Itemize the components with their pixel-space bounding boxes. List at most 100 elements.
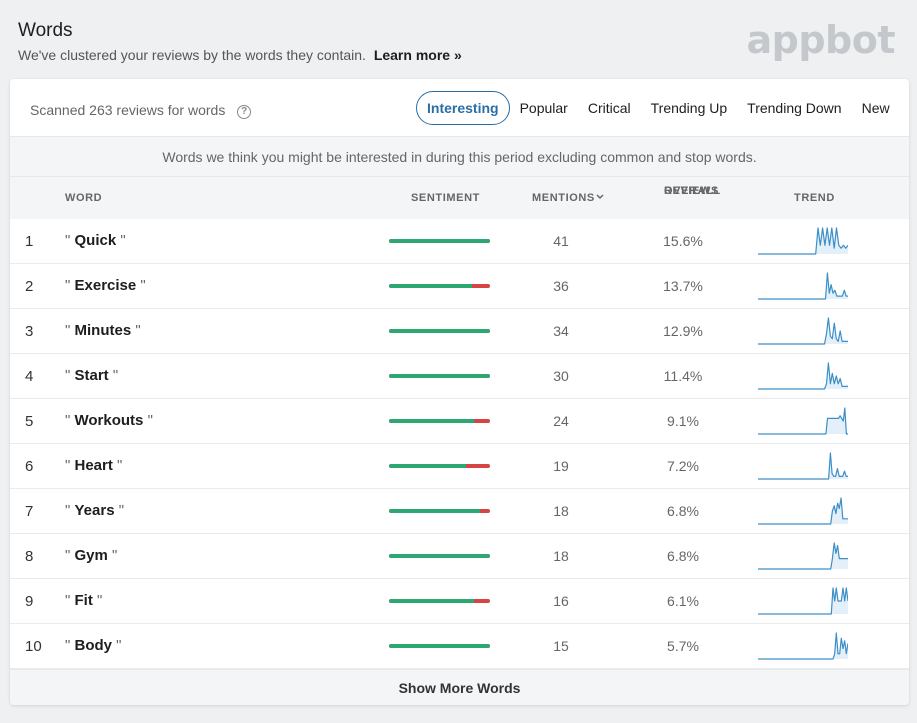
row-overall-reviews: 6.8% xyxy=(667,548,699,564)
row-word[interactable]: " Heart " xyxy=(65,457,122,474)
row-word-text: Workouts xyxy=(74,412,144,429)
words-card: Scanned 263 reviews for words ? Interest… xyxy=(10,79,909,705)
row-mentions: 18 xyxy=(553,548,569,564)
learn-more-link[interactable]: Learn more » xyxy=(373,47,462,63)
quote-open: " xyxy=(65,322,75,339)
quote-close: " xyxy=(108,367,119,384)
row-word[interactable]: " Years " xyxy=(65,502,124,519)
row-word-text: Exercise xyxy=(74,277,137,294)
row-rank: 9 xyxy=(25,593,34,610)
row-word[interactable]: " Minutes " xyxy=(65,322,141,339)
sparkline-line xyxy=(758,317,848,345)
row-overall-reviews: 9.1% xyxy=(667,413,699,429)
quote-open: " xyxy=(65,592,75,609)
table-row[interactable]: 8 " Gym " 18 6.8% xyxy=(10,534,909,579)
table-row[interactable]: 2 " Exercise " 36 13.7% xyxy=(10,264,909,309)
row-word-text: Start xyxy=(74,367,109,384)
row-word[interactable]: " Workouts " xyxy=(65,412,153,429)
row-word[interactable]: " Quick " xyxy=(65,232,126,249)
column-overall-line2: REVIEWS xyxy=(664,185,719,197)
sentiment-positive-fill xyxy=(389,554,490,558)
quote-open: " xyxy=(65,232,75,249)
quote-open: " xyxy=(65,367,75,384)
sparkline-line xyxy=(758,587,849,615)
quote-close: " xyxy=(112,457,123,474)
row-mentions: 36 xyxy=(553,278,569,294)
quote-close: " xyxy=(131,322,141,339)
trend-sparkline xyxy=(758,584,849,621)
trend-sparkline xyxy=(758,314,848,351)
chevron-down-icon xyxy=(596,194,604,200)
sentiment-positive-fill xyxy=(389,464,466,468)
trend-sparkline xyxy=(758,539,848,576)
table-row[interactable]: 3 " Minutes " 34 12.9% xyxy=(10,309,909,354)
row-word[interactable]: " Gym " xyxy=(65,547,117,564)
table-row[interactable]: 5 " Workouts " 24 9.1% xyxy=(10,399,909,444)
quote-close: " xyxy=(116,232,126,249)
row-word-text: Heart xyxy=(74,457,113,474)
card-toolbar: Scanned 263 reviews for words ? Interest… xyxy=(10,79,909,137)
sentiment-positive-fill xyxy=(389,329,490,333)
sentiment-bar xyxy=(389,374,490,378)
row-word[interactable]: " Body " xyxy=(65,637,122,654)
row-word-text: Fit xyxy=(74,592,93,609)
sentiment-bar xyxy=(389,419,490,423)
sparkline-area xyxy=(825,408,848,434)
quote-open: " xyxy=(65,637,75,654)
tab-critical[interactable]: Critical xyxy=(587,100,631,116)
column-trend: TREND xyxy=(794,192,835,204)
row-rank: 1 xyxy=(25,233,34,250)
row-mentions: 30 xyxy=(553,368,569,384)
table-row[interactable]: 4 " Start " 30 11.4% xyxy=(10,354,909,399)
row-overall-reviews: 15.6% xyxy=(663,233,703,249)
sparkline-area xyxy=(830,498,848,524)
quote-close: " xyxy=(143,412,153,429)
sparkline-line xyxy=(758,632,849,660)
table-header: WORD SENTIMENT MENTIONS OVERALL REVIEWS … xyxy=(10,177,909,219)
table-row[interactable]: 9 " Fit " 16 6.1% xyxy=(10,579,909,624)
tab-interesting[interactable]: Interesting xyxy=(416,91,510,125)
table-row[interactable]: 1 " Quick " 41 15.6% xyxy=(10,219,909,264)
row-word-text: Minutes xyxy=(74,322,132,339)
quote-open: " xyxy=(65,457,75,474)
tab-trending-up[interactable]: Trending Up xyxy=(650,100,728,116)
quote-open: " xyxy=(65,412,75,429)
tab-popular[interactable]: Popular xyxy=(519,100,568,116)
trend-sparkline xyxy=(758,269,848,306)
sparkline-line xyxy=(758,272,848,300)
tab-new[interactable]: New xyxy=(861,100,890,116)
trend-sparkline xyxy=(758,629,849,666)
row-overall-reviews: 5.7% xyxy=(667,638,699,654)
row-rank: 10 xyxy=(25,638,42,655)
page-header: Words We've clustered your reviews by th… xyxy=(18,20,462,63)
column-mentions[interactable]: MENTIONS xyxy=(532,192,604,204)
row-overall-reviews: 6.1% xyxy=(667,593,699,609)
row-overall-reviews: 7.2% xyxy=(667,458,699,474)
quote-close: " xyxy=(136,277,146,294)
help-icon[interactable]: ? xyxy=(237,105,252,119)
table-row[interactable]: 7 " Years " 18 6.8% xyxy=(10,489,909,534)
table-row[interactable]: 6 " Heart " 19 7.2% xyxy=(10,444,909,489)
appbot-logo: appbot xyxy=(746,18,895,62)
row-word[interactable]: " Exercise " xyxy=(65,277,146,294)
tab-trending-down[interactable]: Trending Down xyxy=(747,100,842,116)
quote-open: " xyxy=(65,547,75,564)
row-word[interactable]: " Start " xyxy=(65,367,118,384)
show-more-button[interactable]: Show More Words xyxy=(10,669,909,705)
sentiment-bar xyxy=(389,464,490,468)
sentiment-positive-fill xyxy=(389,374,490,378)
row-rank: 7 xyxy=(25,503,34,520)
scanned-text: Scanned 263 reviews for words xyxy=(30,102,226,118)
sparkline-line xyxy=(758,407,848,435)
row-word[interactable]: " Fit " xyxy=(65,592,102,609)
sentiment-positive-fill xyxy=(389,644,490,648)
quote-close: " xyxy=(107,547,118,564)
row-mentions: 15 xyxy=(553,638,569,654)
quote-close: " xyxy=(114,502,125,519)
row-overall-reviews: 11.4% xyxy=(663,368,703,384)
row-rank: 4 xyxy=(25,368,34,385)
table-row[interactable]: 10 " Body " 15 5.7% xyxy=(10,624,909,669)
sentiment-bar xyxy=(389,599,490,603)
trend-sparkline xyxy=(758,224,849,261)
row-rank: 6 xyxy=(25,458,34,475)
